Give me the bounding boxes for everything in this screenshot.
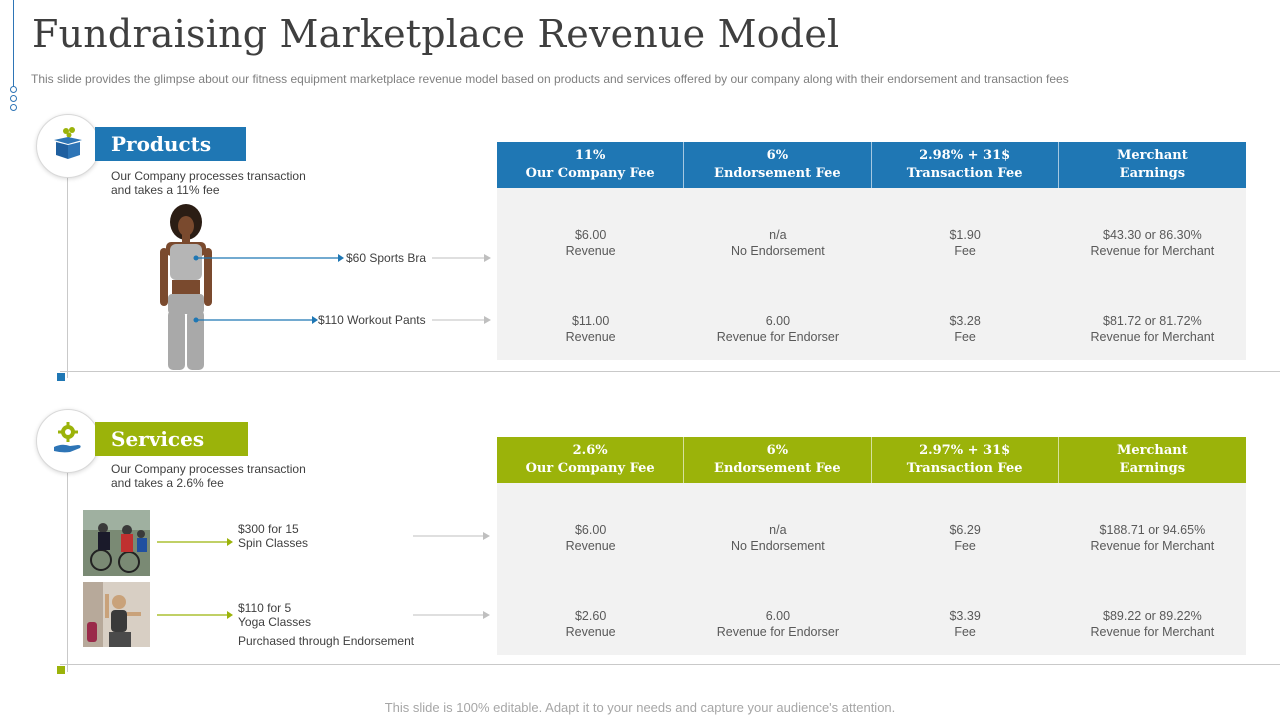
decor-dot	[10, 86, 17, 93]
header-line2: Endorsement Fee	[714, 461, 841, 476]
section-timeline	[67, 446, 68, 672]
header-line1: 6%	[766, 443, 789, 458]
services-table-body: $6.00 Revenue n/a No Endorsement $6.29 Fee …	[497, 483, 1246, 655]
section-divider	[60, 371, 1280, 372]
cell-value: $2.60	[574, 609, 607, 623]
cell-value: $43.30 or 86.30%	[1103, 228, 1202, 242]
products-connectors	[193, 254, 491, 324]
header-line1: 2.97% + 31$	[919, 443, 1011, 458]
services-description: Our Company processes transaction and ta…	[111, 462, 306, 490]
yoga-class-photo	[83, 582, 150, 647]
cell-value: $3.39	[949, 609, 981, 623]
cell-caption: Revenue for Merchant	[1090, 539, 1215, 553]
cell-caption: Revenue for Merchant	[1090, 625, 1215, 639]
cell-caption: Revenue for Merchant	[1090, 330, 1215, 344]
cell-caption: Revenue	[565, 539, 616, 553]
header-line2: Earnings	[1119, 461, 1186, 476]
products-icon-circle	[36, 114, 100, 178]
cell-value: $1.90	[949, 228, 981, 242]
gift-box-icon	[50, 126, 86, 167]
decor-dot	[10, 104, 17, 111]
cell-caption: Revenue	[565, 625, 616, 639]
page-subtitle: This slide provides the glimpse about ou…	[31, 72, 1069, 86]
header-line1: 11%	[574, 148, 606, 163]
products-table: 11% Our Company Fee 6% Endorsement Fee 2.9…	[497, 142, 1246, 360]
header-line2: Our Company Fee	[525, 461, 655, 476]
cell-caption: Revenue for Merchant	[1090, 244, 1215, 258]
services-heading: Services	[95, 422, 248, 456]
header-line1: 6%	[766, 148, 789, 163]
cell-caption: Fee	[954, 244, 976, 258]
cell-value: $11.00	[571, 314, 610, 328]
page-title: Fundraising Marketplace Revenue Model	[32, 12, 840, 56]
products-table-body: $6.00 Revenue n/a No Endorsement $1.90 Fee …	[497, 188, 1246, 360]
hand-gear-icon	[50, 421, 86, 462]
cell-caption: Fee	[954, 330, 976, 344]
cell-caption: No Endorsement	[730, 244, 825, 258]
header-line1: Merchant	[1116, 443, 1188, 458]
products-description: Our Company processes transaction and ta…	[111, 169, 306, 197]
spin-class-photo	[83, 510, 150, 576]
services-table: 2.6% Our Company Fee 6% Endorsement Fee 2.…	[497, 437, 1246, 655]
cell-caption: Fee	[954, 539, 976, 553]
cell-value: $6.00	[574, 523, 607, 537]
header-line2: Our Company Fee	[525, 166, 655, 181]
service-item-label: $110 for 5 Yoga Classes Purchased throug…	[238, 601, 415, 648]
header-line2: Transaction Fee	[906, 461, 1023, 476]
cell-caption: Revenue for Endorser	[716, 330, 840, 344]
cell-value: $89.22 or 89.22%	[1103, 609, 1202, 623]
cell-caption: No Endorsement	[730, 539, 825, 553]
products-heading: Products	[95, 127, 246, 161]
table-row: $11.00 Revenue 6.00 Revenue for Endorser $…	[497, 300, 1246, 358]
table-row: $6.00 Revenue n/a No Endorsement $1.90 Fee …	[497, 214, 1246, 272]
table-row: $6.00 Revenue n/a No Endorsement $6.29 Fee …	[497, 509, 1246, 567]
header-line2: Earnings	[1119, 166, 1186, 181]
services-connectors	[157, 532, 490, 619]
cell-value: 6.00	[765, 609, 791, 623]
section-marker	[57, 666, 65, 674]
header-line2: Transaction Fee	[906, 166, 1023, 181]
section-marker	[57, 373, 65, 381]
cell-caption: Revenue for Endorser	[716, 625, 840, 639]
accent-line	[13, 0, 14, 88]
header-line1: 2.98% + 31$	[919, 148, 1011, 163]
services-icon-circle	[36, 409, 100, 473]
section-timeline	[67, 150, 68, 378]
cell-value: $6.29	[949, 523, 981, 537]
table-row: $2.60 Revenue 6.00 Revenue for Endorser $3…	[497, 595, 1246, 653]
header-line1: 2.6%	[572, 443, 608, 458]
products-table-header: 11% Our Company Fee 6% Endorsement Fee 2.9…	[497, 142, 1246, 188]
cell-caption: Revenue	[565, 330, 616, 344]
cell-value: n/a	[769, 228, 787, 242]
cell-value: 6.00	[765, 314, 791, 328]
model-photo	[148, 200, 218, 370]
product-item-label: $110 Workout Pants	[318, 313, 426, 327]
decor-dot	[10, 95, 17, 102]
footer-note: This slide is 100% editable. Adapt it to…	[384, 700, 896, 715]
cell-value: $188.71 or 94.65%	[1099, 523, 1206, 537]
cell-value: $81.72 or 81.72%	[1103, 314, 1202, 328]
cell-value: $6.00	[574, 228, 607, 242]
cell-caption: Revenue	[565, 244, 616, 258]
service-item-label: $300 for 15 Spin Classes	[238, 522, 309, 550]
header-line2: Endorsement Fee	[714, 166, 841, 181]
cell-value: $3.28	[949, 314, 981, 328]
services-table-header: 2.6% Our Company Fee 6% Endorsement Fee 2.…	[497, 437, 1246, 483]
header-line1: Merchant	[1116, 148, 1188, 163]
cell-value: n/a	[769, 523, 787, 537]
product-item-label: $60 Sports Bra	[346, 251, 427, 265]
cell-caption: Fee	[954, 625, 976, 639]
section-divider	[60, 664, 1280, 665]
